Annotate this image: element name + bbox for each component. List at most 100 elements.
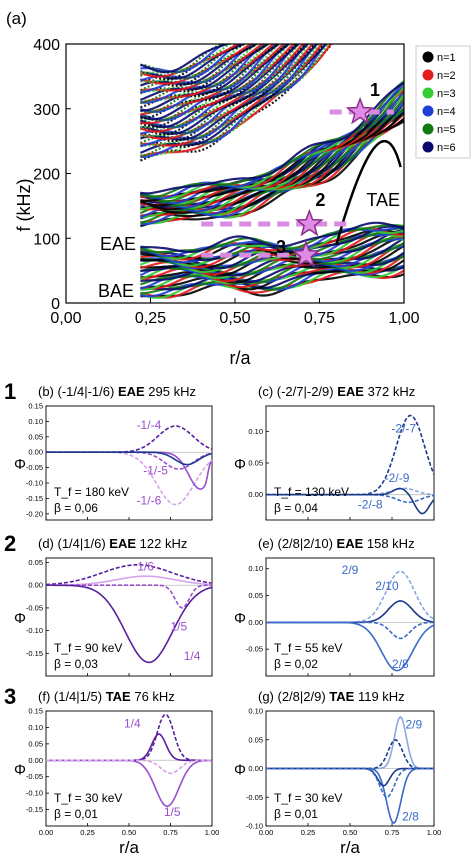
- legend-box: [415, 45, 471, 159]
- panel-title-prefix: (b) (-1/4|-1/6): [38, 384, 118, 399]
- panel-title-freq: 76 kHz: [131, 689, 175, 704]
- panel-title-mode: EAE: [337, 536, 364, 551]
- y-tick-label: 0.10: [28, 723, 43, 732]
- x-tick-label: 0.25: [301, 828, 316, 837]
- y-tick-label: -0.05: [26, 772, 43, 781]
- param-temperature: T_f = 90 keV: [54, 641, 122, 655]
- continuum-line-n3: [140, 44, 232, 74]
- y-tick-label: 0.00: [28, 448, 43, 457]
- y-tick-label: 300: [33, 102, 60, 119]
- x-tick-label: 0.00: [259, 828, 274, 837]
- star-label-2: 2: [315, 190, 325, 210]
- y-tick-label: 0.15: [28, 707, 43, 716]
- y-tick-label: 100: [33, 231, 60, 248]
- legend-marker-n3: [422, 87, 434, 99]
- y-tick-label: 0.05: [28, 558, 43, 567]
- mode-curves: [46, 713, 212, 808]
- x-tick-label: 0.25: [80, 828, 95, 837]
- mode-curve-4: [46, 584, 213, 664]
- mode-curve-2: [46, 451, 213, 471]
- y-tick-label: -0.15: [26, 649, 43, 658]
- mode-curves: [45, 564, 213, 664]
- legend-label-n1: n=1: [437, 52, 456, 64]
- continuum-line-n2: [140, 44, 264, 92]
- star-label-1: 1: [370, 80, 380, 100]
- panel-title-freq: 158 kHz: [363, 536, 414, 551]
- continuum-line-n3: [140, 44, 281, 112]
- mode-label: 2/8: [392, 657, 409, 671]
- continuum-line-n6: [140, 44, 231, 74]
- x-tick-label: 0.00: [39, 828, 54, 837]
- row-number-2: 2: [4, 531, 16, 556]
- continuum-line-n6: [140, 221, 404, 254]
- y-tick-label: 0.00: [248, 764, 263, 773]
- star-3: [291, 239, 321, 268]
- continuum-line-n1: [140, 44, 259, 87]
- legend-marker-n5: [422, 123, 434, 135]
- panel-a: 1 2 3 EAE BAE TAE 0 100 200 300 400 0,00 0,25 0,50 0,7…: [33, 37, 471, 327]
- legend-label-n4: n=4: [437, 106, 456, 118]
- x-tick-label: 0,75: [304, 310, 335, 327]
- continuum-line-n4: [140, 44, 227, 74]
- param-temperature: T_f = 30 keV: [274, 791, 342, 805]
- mode-label: -1/-5: [143, 463, 168, 477]
- y-tick-label: -0.15: [26, 494, 43, 503]
- continuum-line-n5: [140, 44, 227, 75]
- panel-b: (b) (-1/4|-1/6) EAE 295 kHz 0.15 0.10 0.05 0…: [14, 384, 213, 521]
- panel-title: (c) (-2/7|-2/9) EAE 372 kHz: [258, 384, 415, 399]
- y-tick-label: -0.10: [26, 626, 43, 635]
- y-tick-label: 0.00: [248, 618, 263, 627]
- x-tick-label: 0,00: [50, 310, 81, 327]
- x-axis-label-g: r/a: [340, 838, 360, 857]
- mode-curve-3: [266, 621, 434, 640]
- panel-title-freq: 295 kHz: [145, 384, 196, 399]
- panel-title-prefix: (g) (2/8|2/9): [258, 689, 329, 704]
- continuum-line-n1: [140, 44, 280, 109]
- continuum-line-n4: [140, 44, 289, 122]
- legend-label-n3: n=3: [437, 88, 456, 100]
- y-tick-label: 0.10: [248, 564, 263, 573]
- param-beta: β = 0,04: [274, 501, 318, 515]
- panel-title-mode: TAE: [106, 689, 131, 704]
- panel-title: (b) (-1/4|-1/6) EAE 295 kHz: [38, 384, 196, 399]
- param-beta: β = 0,01: [274, 807, 318, 821]
- continuum-line-n6: [140, 44, 291, 121]
- y-tick-label: 0.00: [28, 756, 43, 765]
- panel-title-freq: 122 kHz: [136, 536, 187, 551]
- y-tick-label: 200: [33, 167, 60, 184]
- panel-title-prefix: (f) (1/4|1/5): [38, 689, 106, 704]
- panel-title-mode: EAE: [337, 384, 364, 399]
- y-tick-label: -0.05: [26, 463, 43, 472]
- mode-curve-1: [45, 564, 213, 586]
- y-tick-label: -0.15: [26, 805, 43, 814]
- y-tick-label: -0.05: [26, 603, 43, 612]
- phi-axis-label: Φ: [14, 456, 26, 473]
- mode-label: 2/10: [375, 579, 399, 593]
- y-tick-label: 0.10: [248, 707, 263, 716]
- y-tick-label: 400: [33, 37, 60, 54]
- param-beta: β = 0,06: [54, 501, 98, 515]
- y-tick-label: 0.10: [28, 417, 43, 426]
- legend-marker-n6: [422, 141, 434, 153]
- x-axis-label-f: r/a: [119, 838, 139, 857]
- y-tick-label: -0.05: [246, 645, 263, 654]
- continuum-line-n4: [140, 44, 256, 94]
- mode-label: 1/4: [124, 716, 141, 730]
- continuum-line-n6: [140, 82, 404, 195]
- continuum-curves: [139, 44, 404, 299]
- panel-e: (e) (2/8|2/10) EAE 158 kHz 0.10 0.05 0.00 -0…: [234, 536, 435, 677]
- x-tick-label: 1.00: [427, 828, 442, 837]
- phi-axis-label: Φ: [14, 610, 26, 627]
- mode-curve-2: [266, 738, 434, 770]
- continuum-line-n6: [140, 225, 404, 262]
- legend-marker-n4: [422, 105, 434, 117]
- x-tick-label: 1.00: [205, 828, 220, 837]
- continuum-line-n4: [140, 44, 298, 129]
- mode-curve-4: [266, 487, 435, 515]
- mode-curve-4: [46, 759, 212, 775]
- phi-axis-label: Φ: [234, 456, 246, 473]
- panel-title-prefix: (d) (1/4|1/6): [38, 536, 109, 551]
- continuum-line-n5: [140, 44, 245, 81]
- bae-label: BAE: [98, 281, 134, 301]
